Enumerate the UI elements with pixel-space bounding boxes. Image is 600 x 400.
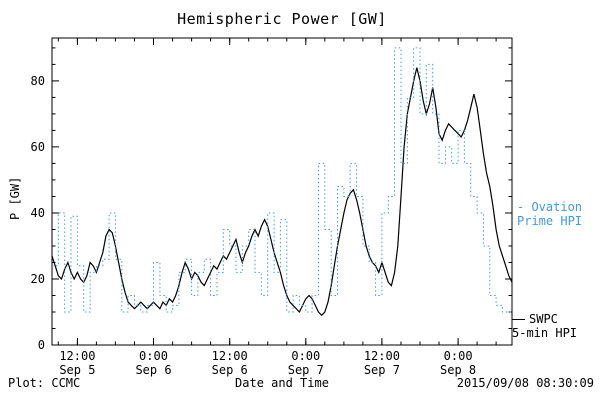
legend-swpc-line1: SWPC	[512, 312, 577, 326]
x-axis-label: Date and Time	[235, 376, 329, 390]
chart-title: Hemispheric Power [GW]	[177, 10, 387, 28]
x-tick-date-label: Sep 6	[212, 363, 248, 377]
x-tick-time-label: 0:00	[139, 349, 168, 363]
axes-frame	[51, 37, 513, 346]
x-tick-date-label: Sep 7	[288, 363, 324, 377]
legend-ovation-line2: Prime HPI	[517, 214, 583, 228]
x-tick-time-label: 0:00	[444, 349, 473, 363]
y-tick-label: 0	[38, 338, 45, 352]
x-tick-date-label: Sep 8	[440, 363, 476, 377]
plot-source-label: Plot: CCMC	[8, 376, 81, 390]
x-tick-time-label: 12:00	[212, 349, 248, 363]
legend-swpc: SWPC 5-min HPI	[512, 312, 577, 340]
series-swpc-line	[51, 67, 513, 317]
legend-ovation-prime: - Ovation Prime HPI	[517, 200, 582, 228]
y-tick-label: 60	[31, 140, 45, 154]
legend-swpc-line2: 5-min HPI	[512, 326, 578, 340]
swpc-legend-line-icon	[512, 319, 525, 320]
x-tick-time-label: 12:00	[59, 349, 95, 363]
legend-ovation-line1: - Ovation	[517, 200, 583, 214]
x-tick-date-label: Sep 5	[59, 363, 95, 377]
x-tick-time-label: 12:00	[364, 349, 400, 363]
y-tick-label: 40	[31, 206, 45, 220]
x-tick-time-label: 0:00	[291, 349, 320, 363]
plot-timestamp: 2015/09/08 08:30:09	[456, 376, 594, 390]
x-tick-date-label: Sep 6	[135, 363, 171, 377]
y-tick-label: 80	[31, 74, 45, 88]
y-tick-label: 20	[31, 272, 45, 286]
x-tick-date-label: Sep 7	[364, 363, 400, 377]
